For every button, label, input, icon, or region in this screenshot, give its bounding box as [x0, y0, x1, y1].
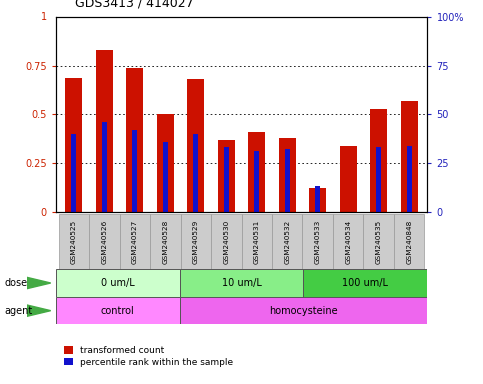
Bar: [56, 269, 180, 297]
Text: GSM240529: GSM240529: [193, 220, 199, 265]
Bar: [71, 134, 76, 212]
Bar: [309, 188, 326, 212]
Bar: [302, 214, 333, 269]
Bar: [254, 151, 259, 212]
Bar: [363, 214, 394, 269]
Bar: [218, 140, 235, 212]
Text: GDS3413 / 414027: GDS3413 / 414027: [75, 0, 194, 10]
Bar: [187, 79, 204, 212]
Bar: [272, 214, 302, 269]
Text: GSM240535: GSM240535: [376, 220, 382, 265]
Polygon shape: [27, 277, 51, 289]
Bar: [248, 132, 265, 212]
Text: GSM240534: GSM240534: [345, 220, 351, 265]
Text: GSM240532: GSM240532: [284, 220, 290, 265]
Polygon shape: [27, 305, 51, 316]
Bar: [180, 269, 303, 297]
Bar: [150, 214, 181, 269]
Bar: [284, 149, 290, 212]
Bar: [211, 214, 242, 269]
Text: GSM240528: GSM240528: [162, 220, 168, 265]
Bar: [394, 214, 425, 269]
Bar: [163, 142, 168, 212]
Bar: [89, 214, 120, 269]
Bar: [180, 297, 427, 324]
Bar: [340, 146, 356, 212]
Bar: [333, 214, 363, 269]
Bar: [407, 146, 412, 212]
Bar: [315, 186, 320, 212]
Text: 100 um/L: 100 um/L: [342, 278, 388, 288]
Bar: [120, 214, 150, 269]
Bar: [96, 50, 113, 212]
Text: GSM240525: GSM240525: [71, 220, 77, 265]
Bar: [127, 68, 143, 212]
Bar: [279, 138, 296, 212]
Legend: transformed count, percentile rank within the sample: transformed count, percentile rank withi…: [60, 343, 237, 370]
Text: agent: agent: [5, 306, 33, 316]
Text: 10 um/L: 10 um/L: [222, 278, 261, 288]
Text: GSM240533: GSM240533: [315, 220, 321, 265]
Text: GSM240531: GSM240531: [254, 220, 260, 265]
Bar: [132, 130, 137, 212]
Text: homocysteine: homocysteine: [269, 306, 338, 316]
Bar: [102, 122, 107, 212]
Text: GSM240530: GSM240530: [223, 220, 229, 265]
Bar: [401, 101, 417, 212]
Bar: [56, 297, 180, 324]
Text: GSM240527: GSM240527: [132, 220, 138, 265]
Bar: [181, 214, 211, 269]
Bar: [193, 134, 199, 212]
Text: 1: 1: [41, 12, 47, 22]
Text: GSM240526: GSM240526: [101, 220, 107, 265]
Bar: [303, 269, 427, 297]
Bar: [242, 214, 272, 269]
Bar: [224, 147, 229, 212]
Bar: [370, 109, 387, 212]
Bar: [376, 147, 381, 212]
Text: dose: dose: [5, 278, 28, 288]
Text: 0 um/L: 0 um/L: [100, 278, 134, 288]
Bar: [157, 114, 174, 212]
Text: control: control: [100, 306, 134, 316]
Bar: [66, 78, 82, 212]
Bar: [58, 214, 89, 269]
Text: GSM240848: GSM240848: [406, 220, 412, 265]
